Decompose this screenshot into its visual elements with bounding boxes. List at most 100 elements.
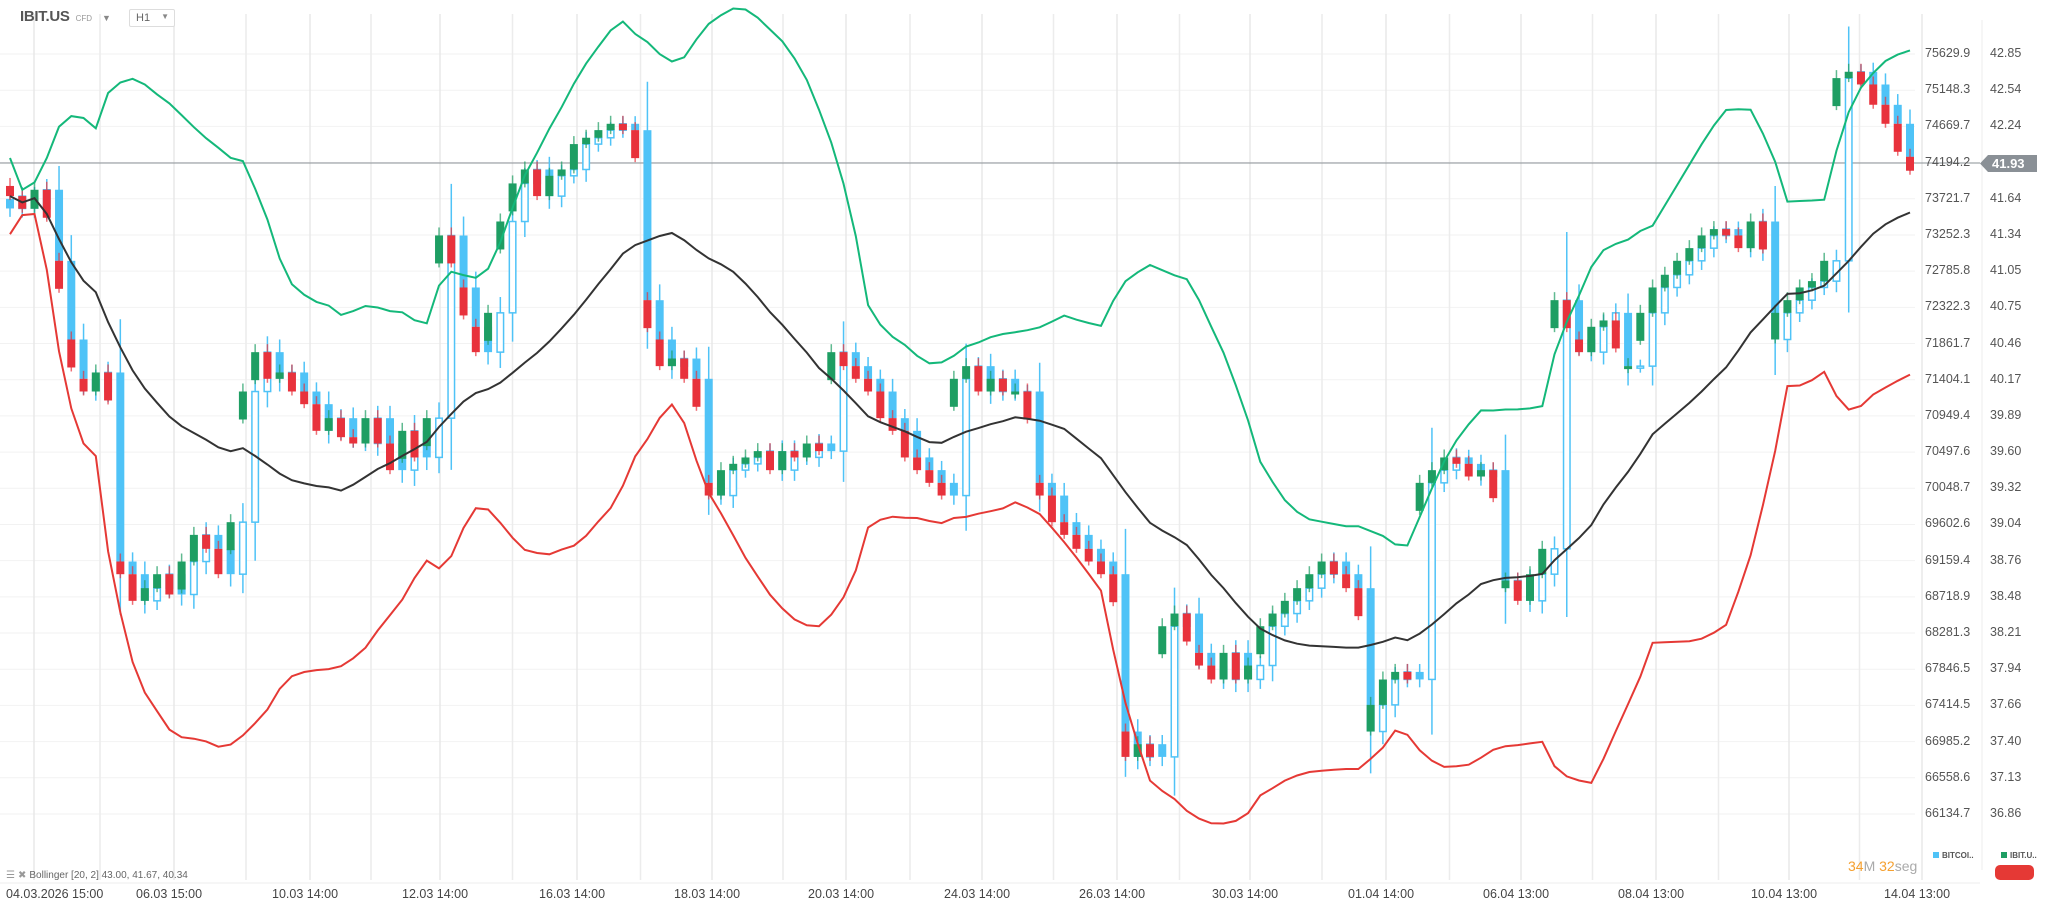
btc-price-label: 67846.5 <box>1925 661 1971 676</box>
btc-candle-body <box>1427 482 1436 681</box>
symbol-name[interactable]: IBIT.US <box>20 8 70 25</box>
time-label: 10.03 14:00 <box>272 887 339 901</box>
ibit-candle-body <box>1881 104 1890 124</box>
btc-candle-body <box>1060 495 1069 523</box>
indicator-settings-icon[interactable]: ☰ <box>6 870 15 881</box>
ibit-candle-body <box>447 235 456 264</box>
ibit-series-color-badge[interactable] <box>1995 865 2034 880</box>
ibit-candle-body <box>1611 320 1620 349</box>
ibit-candle-body <box>1758 221 1767 250</box>
btc-candle-body <box>1268 625 1277 667</box>
close-icon[interactable]: ✖ <box>17 870 27 881</box>
ibit-candle-body <box>1513 580 1522 601</box>
btc-candle-body <box>1636 365 1645 369</box>
btc-price-label: 66558.6 <box>1925 769 1971 784</box>
ibit-candle-body <box>1452 457 1461 464</box>
ibit-candle-body <box>815 443 824 452</box>
ibit-candle-body <box>864 378 873 392</box>
ibit-candle-body <box>1207 665 1216 680</box>
ibit-candle-body <box>766 451 774 471</box>
ibit-candle-body <box>508 183 517 212</box>
ibit-candle-body <box>1244 665 1253 680</box>
legend-swatch <box>2001 852 2007 858</box>
ibit-price-label: 39.04 <box>1990 516 2022 531</box>
ibit-candle-body <box>986 378 995 392</box>
btc-candle-body <box>300 372 309 392</box>
timeframe-select[interactable]: H1 ▼ <box>129 9 175 27</box>
ibit-price-label: 36.86 <box>1990 806 2022 820</box>
time-label: 16.03 14:00 <box>539 887 606 901</box>
ibit-candle-body <box>913 457 922 471</box>
ibit-candle-body <box>1562 300 1571 329</box>
ibit-price-label: 42.85 <box>1990 46 2022 60</box>
ibit-candle-body <box>557 169 566 176</box>
btc-price-label: 68281.3 <box>1925 625 1971 640</box>
ibit-candle-body <box>643 300 652 329</box>
ibit-price-label: 42.54 <box>1990 82 2022 97</box>
ibit-candle-body <box>925 470 934 483</box>
legend-ibit[interactable]: IBIT.U.. <box>2001 851 2037 860</box>
ibit-candle-body <box>1893 123 1902 152</box>
ibit-candle-body <box>655 339 664 367</box>
ibit-candle-body <box>1084 548 1093 562</box>
ibit-candle-body <box>1906 156 1914 171</box>
ibit-candle-body <box>116 561 125 575</box>
ibit-candle-body <box>202 534 211 549</box>
ibit-candle-body <box>1293 588 1302 601</box>
ibit-candle-body <box>496 221 505 250</box>
timeframe-value: H1 <box>136 12 151 24</box>
ibit-candle-body <box>949 378 958 407</box>
current-price-tag: 41.93 <box>1980 155 2037 172</box>
btc-candle-body <box>1562 299 1571 550</box>
time-label: 06.03 15:00 <box>136 887 203 901</box>
bollinger-bands <box>9 7 1911 825</box>
ibit-candle-body <box>937 482 946 496</box>
btc-candle-body <box>55 189 64 261</box>
btc-price-label: 75629.9 <box>1925 46 1971 60</box>
btc-candle-body <box>1624 312 1633 367</box>
btc-candle-body <box>471 287 480 327</box>
time-label: 04.03.2026 15:00 <box>6 887 104 901</box>
btc-candle-body <box>692 358 701 379</box>
ibit-candle-body <box>1844 71 1853 79</box>
btc-candle-body <box>913 430 922 458</box>
symbol-selector[interactable]: IBIT.US CFD ▼ <box>20 8 111 25</box>
ibit-candle-body <box>802 443 811 458</box>
ibit-candle-body <box>582 137 591 145</box>
btc-price-label: 68718.9 <box>1925 588 1971 603</box>
chart-toolbar: IBIT.US CFD ▼ H1 ▼ <box>0 0 1980 30</box>
ibit-candle-body <box>1195 652 1204 666</box>
ibit-price-label: 40.46 <box>1990 335 2022 350</box>
btc-candle-body <box>1648 312 1657 367</box>
ibit-candle-body <box>1378 679 1387 705</box>
ibit-candle-body <box>1783 300 1792 313</box>
ibit-candles <box>6 63 1914 761</box>
ibit-candle-body <box>471 326 480 353</box>
ibit-candle-body <box>900 430 909 458</box>
ibit-candle-body <box>1280 600 1289 614</box>
ibit-candle-body <box>778 451 787 471</box>
ibit-candle-body <box>1072 534 1081 549</box>
ibit-candle-body <box>1709 229 1718 236</box>
btc-candle-body <box>1575 300 1584 340</box>
btc-candle-body <box>827 443 836 452</box>
ibit-candle-body <box>1550 300 1559 329</box>
legend-bitcoin[interactable]: BITCOI.. <box>1933 851 1974 860</box>
ibit-candle-body <box>104 372 113 401</box>
ibit-candle-body <box>287 372 296 392</box>
ibit-candle-body <box>839 352 848 367</box>
ibit-candle-body <box>1575 339 1584 353</box>
bollinger-label: Bollinger [20, 2] 43.00, 41.67, 40.34 <box>29 870 188 881</box>
btc-candle-body <box>459 235 468 288</box>
ibit-candle-body <box>729 463 738 471</box>
ibit-candle-body <box>214 548 223 575</box>
btc-price-label: 72322.3 <box>1925 299 1971 314</box>
ibit-candle-body <box>1685 248 1694 261</box>
ibit-candle-body <box>1673 260 1682 275</box>
indicator-legend[interactable]: ☰ ✖ Bollinger [20, 2] 43.00, 41.67, 40.34 <box>6 870 188 881</box>
symbol-dropdown-caret-icon[interactable]: ▼ <box>102 13 111 23</box>
ibit-candle-body <box>251 352 260 381</box>
ibit-candle-body <box>851 366 860 379</box>
btc-candle-body <box>226 548 235 575</box>
